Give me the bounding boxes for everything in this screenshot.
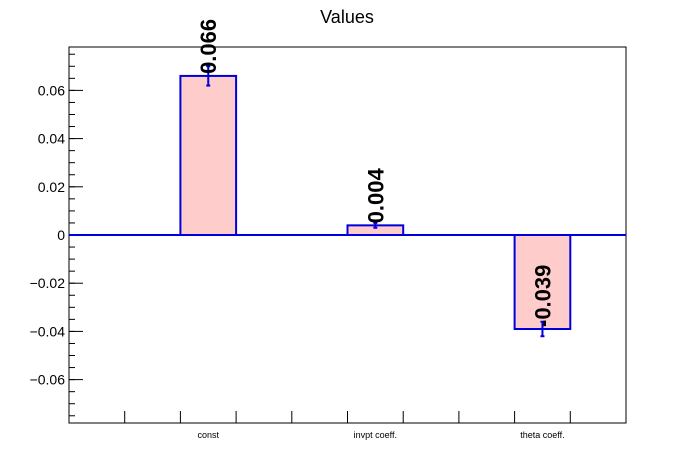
data-label: 0.066 [196, 19, 221, 74]
bar-const [179, 74, 238, 236]
data-label: -0.039 [530, 265, 555, 327]
y-tick-label: 0.04 [38, 131, 65, 147]
x-category-label: const [197, 430, 219, 440]
y-axis: −0.06 −0.04 −0.02 0 0.02 0.04 0.06 [30, 53, 83, 417]
y-tick-label: 0 [57, 227, 65, 243]
y-tick-label: 0.02 [38, 179, 65, 195]
y-tick-label: 0.06 [38, 82, 65, 98]
x-axis: const invpt coeff. theta coeff. [124, 411, 571, 440]
x-category-label: theta coeff. [520, 430, 564, 440]
x-category-label: invpt coeff. [354, 430, 397, 440]
data-labels: 0.066 0.004 -0.039 [196, 19, 555, 327]
y-tick-label: −0.06 [30, 372, 66, 388]
chart-title: Values [320, 7, 374, 27]
y-tick-label: −0.02 [30, 275, 66, 291]
data-label: 0.004 [363, 168, 388, 224]
y-tick-label: −0.04 [30, 323, 66, 339]
